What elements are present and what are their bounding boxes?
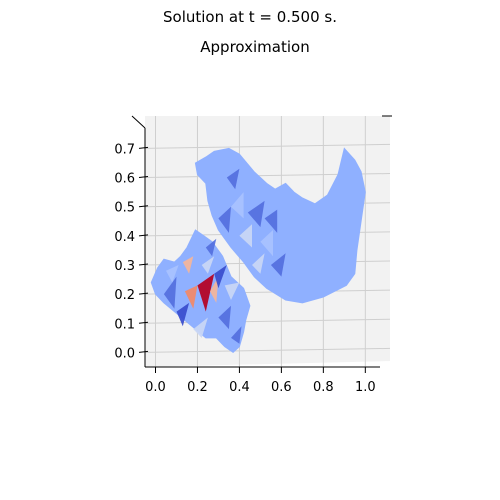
surface-facet — [193, 317, 208, 338]
y-tick-label: 0.0 — [114, 346, 135, 361]
surface-facet — [226, 168, 240, 190]
surface-facet — [176, 302, 190, 327]
y-tick-mark — [138, 263, 149, 266]
y-tick-mark — [138, 205, 149, 208]
x-tick-label: 0.2 — [187, 380, 208, 395]
x-tick-label: 0.8 — [313, 380, 334, 395]
y-grid-line — [144, 318, 391, 324]
surface-facet — [197, 273, 215, 312]
y-tick-label: 0.1 — [114, 317, 135, 332]
surface-facet — [218, 305, 231, 330]
surface-facet — [214, 265, 227, 289]
surface-facet — [264, 209, 278, 233]
y-tick-label: 0.7 — [114, 142, 135, 157]
x-tick-label: 1.0 — [355, 380, 376, 395]
chart-title: Approximation — [200, 38, 309, 56]
surface-facet — [205, 238, 217, 257]
y-tick-mark — [138, 350, 149, 353]
y-tick-label: 0.5 — [114, 201, 135, 216]
surface-facet — [163, 276, 177, 309]
y-grid-line — [144, 143, 391, 149]
surface-facet — [182, 256, 194, 274]
y-tick-mark — [138, 146, 149, 149]
surface-facet — [201, 256, 215, 274]
surface-facet — [166, 265, 179, 283]
surface-facet — [231, 326, 242, 344]
axes-frame — [131, 115, 392, 368]
y-tick-mark — [138, 234, 149, 237]
x-tick-label: 0.0 — [145, 380, 166, 395]
x-tick-label: 0.6 — [271, 380, 292, 395]
surface-region-large-domain — [194, 147, 366, 304]
y-tick-mark — [138, 176, 149, 179]
y-tick-label: 0.4 — [114, 230, 135, 245]
surface-facet — [239, 224, 252, 248]
surface-facet — [252, 253, 265, 274]
y-grid-line — [144, 347, 391, 353]
y-tick-label: 0.2 — [114, 288, 135, 303]
surface-facet — [270, 253, 286, 277]
y-tick-mark — [138, 321, 149, 324]
surface-plot — [150, 147, 366, 354]
figure-suptitle: Solution at t = 0.500 s. — [163, 8, 337, 26]
x-axis-ticks: 0.0 0.2 0.4 0.6 0.8 1.0 — [145, 367, 376, 395]
y-tick-mark — [138, 292, 149, 295]
x-tick-label: 0.4 — [229, 380, 250, 395]
y-axis-ticks: 0.0 0.1 0.2 0.3 0.4 0.5 0.6 0.7 — [114, 142, 149, 361]
y-axis-end-line — [131, 115, 146, 129]
surface-facet — [218, 206, 231, 233]
surface-facet — [224, 282, 240, 300]
surface-facet — [184, 285, 198, 309]
y-tick-label: 0.6 — [114, 172, 135, 187]
surface-facet — [210, 276, 219, 303]
y-tick-label: 0.3 — [114, 259, 135, 274]
surface-facet — [260, 230, 273, 257]
surface-facet — [231, 192, 244, 219]
surface-facet — [247, 200, 265, 228]
